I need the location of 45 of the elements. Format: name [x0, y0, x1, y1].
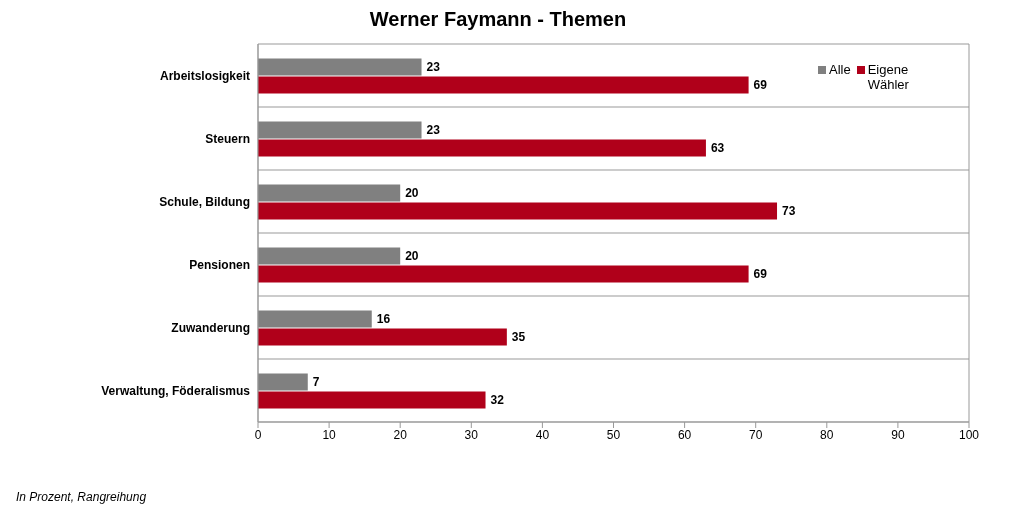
- x-tick-label: 70: [749, 427, 763, 442]
- x-tick-label: 0: [254, 427, 262, 442]
- bar: [258, 391, 486, 409]
- data-label: 20: [405, 249, 419, 264]
- bar: [258, 310, 372, 328]
- data-label: 16: [376, 312, 391, 327]
- y-tick-label: Verwaltung, Föderalismus: [101, 383, 251, 398]
- chart-title: Werner Faymann - Themen: [368, 8, 628, 31]
- bar: [258, 121, 422, 139]
- legend-label: Alle: [829, 62, 851, 77]
- data-label: 20: [405, 186, 419, 201]
- y-tick-label: Arbeitslosigkeit: [159, 68, 250, 83]
- x-tick-label: 10: [322, 427, 337, 442]
- data-label: 23: [426, 123, 441, 138]
- bar: [258, 247, 401, 265]
- x-tick-label: 100: [958, 427, 980, 442]
- data-label: 32: [490, 393, 505, 408]
- legend-label: Eigene Wähler: [867, 62, 910, 92]
- data-label: 7: [312, 375, 320, 390]
- data-label: 63: [710, 141, 725, 156]
- x-tick-label: 80: [820, 427, 834, 442]
- data-label: 35: [511, 330, 526, 345]
- y-tick-label: Schule, Bildung: [159, 194, 250, 209]
- bar: [258, 184, 401, 202]
- y-tick-label: Steuern: [205, 131, 250, 146]
- bar: [258, 76, 749, 94]
- y-tick-label: Zuwanderung: [171, 320, 250, 335]
- bar: [258, 58, 422, 76]
- x-tick-label: 40: [535, 427, 550, 442]
- data-label: 73: [782, 204, 796, 219]
- x-tick-label: 30: [464, 427, 479, 442]
- bar: [258, 265, 749, 283]
- bar: [258, 328, 507, 346]
- data-label: 69: [753, 78, 768, 93]
- text: In Prozent, Rangreihung: [16, 490, 147, 504]
- bar: [258, 373, 308, 391]
- data-label: 69: [753, 267, 768, 282]
- x-tick-label: 60: [677, 427, 692, 442]
- data-label: 23: [426, 60, 441, 75]
- x-tick-label: 20: [393, 427, 408, 442]
- bar: [258, 202, 778, 220]
- x-tick-label: 50: [606, 427, 621, 442]
- x-tick-label: 90: [891, 427, 905, 442]
- bar: [258, 139, 706, 157]
- y-tick-label: Pensionen: [189, 257, 250, 272]
